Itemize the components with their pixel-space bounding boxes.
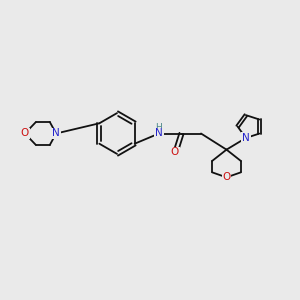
Text: O: O — [21, 128, 29, 139]
Text: N: N — [242, 133, 250, 143]
Text: N: N — [52, 128, 60, 139]
Text: O: O — [170, 147, 179, 158]
Text: O: O — [222, 172, 231, 182]
Text: H: H — [156, 123, 162, 132]
Text: N: N — [155, 128, 163, 139]
